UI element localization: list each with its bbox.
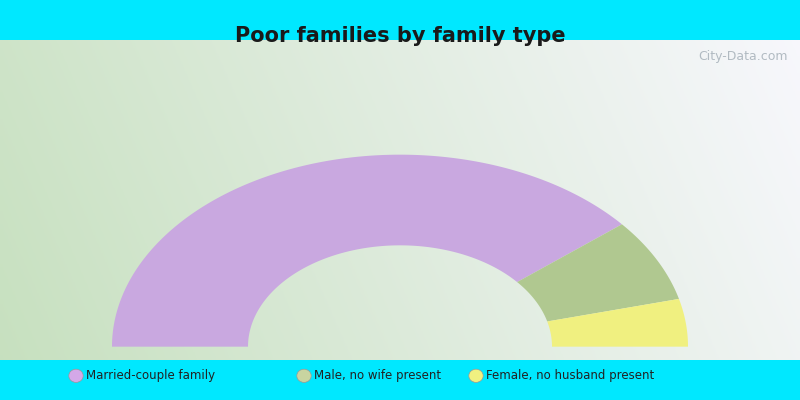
Ellipse shape bbox=[297, 369, 311, 382]
Text: City-Data.com: City-Data.com bbox=[698, 50, 788, 63]
Ellipse shape bbox=[469, 369, 483, 382]
Polygon shape bbox=[547, 299, 688, 347]
Text: Married-couple family: Married-couple family bbox=[86, 369, 215, 382]
Ellipse shape bbox=[69, 369, 83, 382]
Text: Male, no wife present: Male, no wife present bbox=[314, 369, 442, 382]
Text: Poor families by family type: Poor families by family type bbox=[234, 26, 566, 46]
Polygon shape bbox=[517, 224, 679, 322]
Polygon shape bbox=[112, 155, 622, 347]
Text: Female, no husband present: Female, no husband present bbox=[486, 369, 654, 382]
